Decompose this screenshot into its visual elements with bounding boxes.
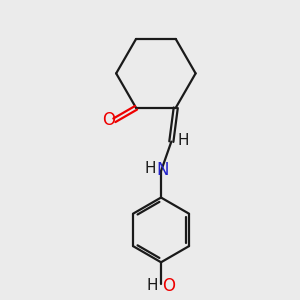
Text: O: O — [163, 277, 176, 295]
Text: O: O — [103, 111, 116, 129]
Text: H: H — [146, 278, 158, 293]
Text: N: N — [156, 160, 169, 178]
Text: H: H — [144, 161, 156, 176]
Text: H: H — [178, 133, 189, 148]
